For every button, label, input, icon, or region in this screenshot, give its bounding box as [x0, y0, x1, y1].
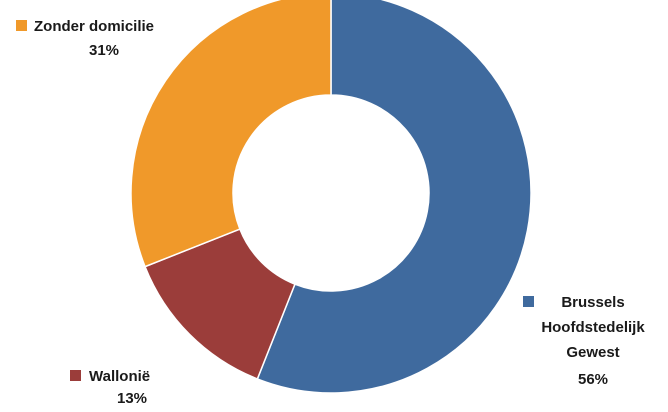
slice-label-brussels-line3: Gewest [566, 344, 619, 361]
legend-swatch-wallonie [70, 370, 81, 381]
donut-slices [130, 0, 532, 394]
label-brussels: Brussels Hoofdstedelijk Gewest 56% [523, 294, 645, 388]
slice-zonder-domicilie [130, 0, 332, 268]
slice-label-zonder-domicilie: Zonder domicilie [34, 18, 154, 35]
slice-label-brussels-line2: Hoofdstedelijk [541, 319, 645, 336]
slice-label-wallonie: Wallonië [89, 368, 150, 385]
slice-brussels [256, 0, 532, 394]
legend-swatch-brussels [523, 296, 534, 307]
slice-percent-brussels: 56% [578, 371, 608, 388]
label-zonder-domicilie: Zonder domicilie 31% [16, 18, 154, 59]
legend-swatch-zonder-domicilie [16, 20, 27, 31]
slice-label-brussels-line1: Brussels [561, 294, 624, 311]
slice-percent-wallonie: 13% [117, 390, 147, 407]
label-wallonie: Wallonië 13% [70, 368, 150, 407]
slice-percent-zonder-domicilie: 31% [89, 42, 119, 59]
